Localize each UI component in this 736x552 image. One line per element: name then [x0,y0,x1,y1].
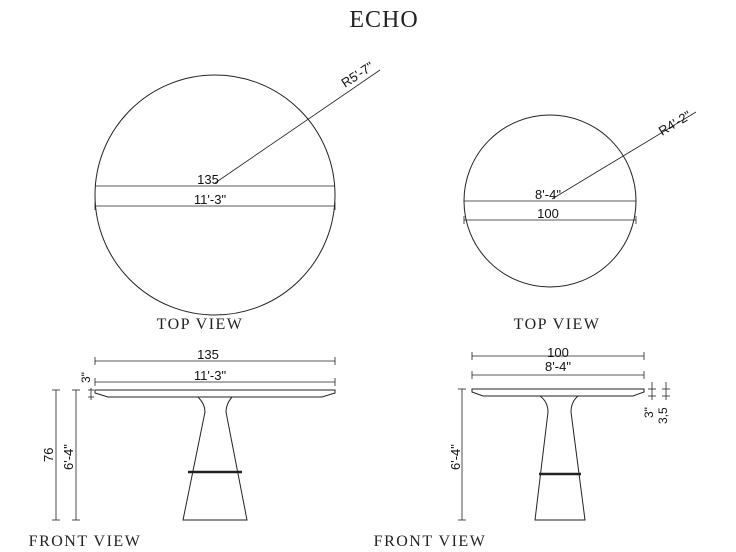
right-top-view: R4'-2" 8'-4" 100 TOP VIEW [463,107,697,333]
right-top-width-ft: 8'-4" [535,187,561,202]
left-top-width-ft: 11'-3" [194,192,227,207]
left-radius-leader [214,69,381,184]
left-front-view-label: FRONT VIEW [29,533,142,550]
left-table-top-circle [94,74,336,316]
left-height-cm: 76 [41,448,56,462]
right-height-ft: 6'-4" [448,444,463,470]
right-top-thickness-cm: 3,5 [656,407,670,424]
right-radius-label: R4'-2" [656,107,694,138]
left-front-width-ft: 11'-3" [194,368,227,383]
right-table-top-slab [471,388,645,397]
right-top-view-label: TOP VIEW [514,316,601,333]
right-front-view-label: FRONT VIEW [374,533,487,550]
right-top-thickness-in: 3" [642,407,656,418]
left-pedestal [182,396,248,521]
left-table-top-slab [94,389,336,398]
left-top-view: R5'-7" 135 11'-3" TOP VIEW [94,59,381,333]
drawing-title: ECHO [349,7,418,33]
right-front-width-ft: 8'-4" [545,359,571,374]
right-pedestal [534,395,586,521]
left-top-thickness: 3" [79,372,93,383]
right-top-width-cm: 100 [537,206,559,221]
left-top-width-cm: 135 [197,172,219,187]
left-front-view: 135 11'-3" 76 6'-4" 3" FRONT VIEW [29,347,336,550]
right-front-width-cm: 100 [547,345,569,360]
right-radius-leader [551,111,697,200]
left-top-view-label: TOP VIEW [157,316,244,333]
left-height-ft: 6'-4" [61,444,76,470]
left-front-width-cm: 135 [197,347,219,362]
right-front-view: 100 8'-4" 6'-4" 3" 3,5 FRONT VIEW [374,345,670,550]
